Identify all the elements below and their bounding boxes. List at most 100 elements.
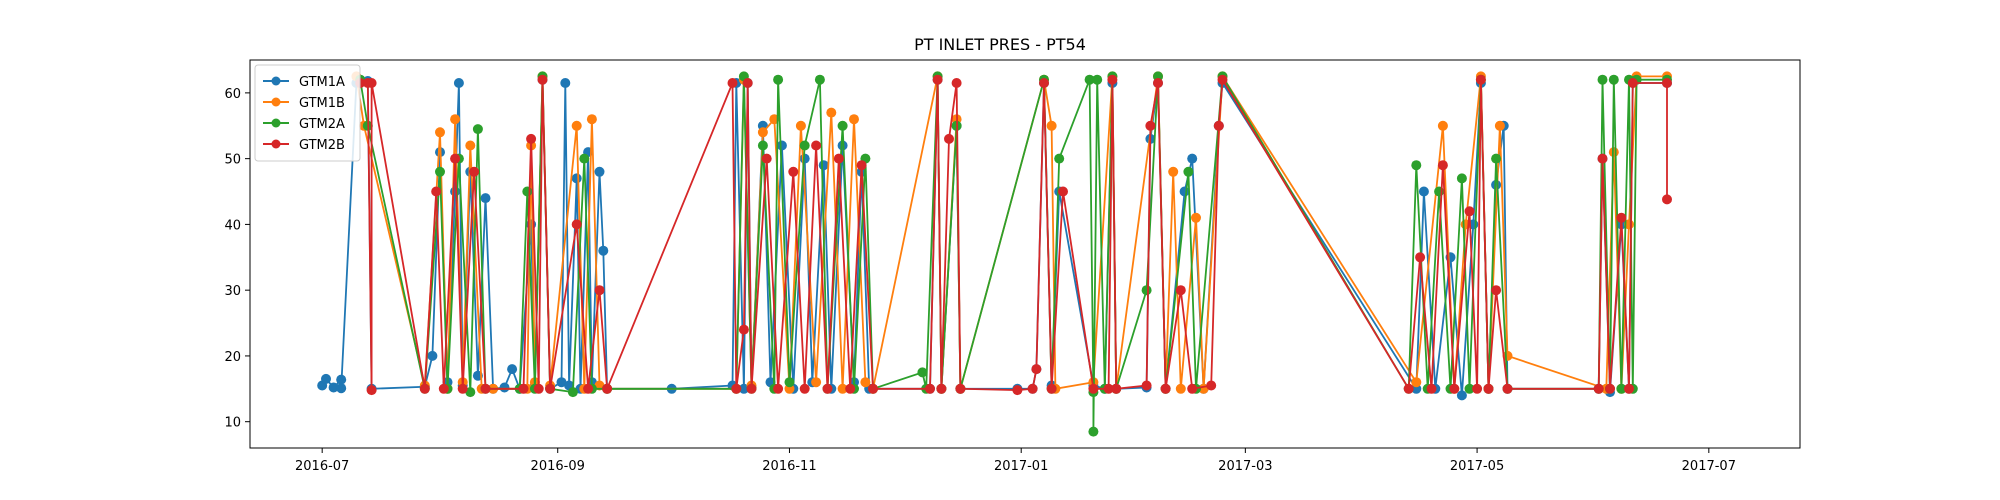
data-point: [321, 373, 331, 384]
y-tick-label: 60: [224, 87, 241, 102]
data-point: [738, 383, 749, 394]
data-point: [366, 385, 377, 396]
data-point: [955, 383, 966, 394]
data-point: [1145, 120, 1156, 131]
data-point: [1418, 186, 1429, 197]
data-point: [336, 383, 347, 394]
data-point: [1039, 78, 1049, 88]
data-point: [856, 160, 867, 171]
x-tick-label: 2017-07: [1682, 459, 1736, 474]
y-axis: 10 20 30 40 50 60: [224, 87, 250, 431]
data-point: [761, 153, 772, 164]
data-point: [1160, 383, 1171, 394]
data-point: [560, 78, 571, 88]
data-point: [1031, 364, 1042, 375]
legend-marker: [271, 97, 281, 107]
y-tick-label: 50: [224, 153, 241, 168]
legend-marker: [271, 76, 281, 86]
data-point: [1464, 383, 1475, 394]
data-point: [507, 364, 518, 375]
data-point: [522, 186, 533, 197]
data-point: [1627, 78, 1638, 88]
data-point: [336, 374, 347, 385]
x-tick-label: 2017-03: [1218, 459, 1272, 474]
data-point: [917, 367, 928, 378]
data-point: [1088, 426, 1099, 437]
data-point: [826, 107, 837, 118]
data-point: [518, 383, 529, 394]
data-point: [1491, 285, 1502, 296]
data-point: [1027, 383, 1038, 394]
legend-box: [254, 64, 361, 162]
series-line-gtm1b: [355, 73, 1667, 391]
data-point: [579, 153, 590, 164]
data-point: [499, 382, 510, 393]
data-point: [1153, 78, 1163, 88]
data-point: [1217, 74, 1228, 85]
data-point: [731, 383, 742, 394]
data-point: [1187, 153, 1198, 164]
data-point: [366, 78, 377, 88]
data-point: [818, 160, 829, 171]
data-point: [738, 324, 749, 335]
series-gtm2b: [355, 74, 1672, 396]
data-point: [936, 383, 947, 394]
data-point: [1662, 194, 1672, 205]
data-point: [1183, 166, 1194, 177]
data-point: [1456, 390, 1467, 401]
y-tick-label: 30: [224, 284, 241, 299]
legend-label: GTM1A: [299, 75, 345, 90]
data-point: [1593, 383, 1604, 394]
data-point: [1088, 383, 1099, 394]
legend-label: GTM2B: [299, 138, 345, 153]
x-tick-label: 2016-11: [762, 459, 816, 474]
data-point: [1084, 74, 1095, 85]
data-point: [811, 140, 822, 151]
data-point: [1103, 383, 1114, 394]
data-point: [1483, 383, 1494, 394]
data-point: [1456, 173, 1467, 184]
data-point: [1175, 383, 1186, 394]
data-point: [1597, 74, 1608, 85]
data-point: [799, 383, 810, 394]
data-point: [814, 74, 825, 85]
data-point: [742, 78, 753, 88]
data-point: [746, 383, 757, 394]
data-point: [1475, 74, 1486, 85]
data-point: [594, 166, 605, 177]
data-point: [860, 377, 871, 388]
x-tick-label: 2017-01: [994, 459, 1048, 474]
axes-frame: [249, 59, 1801, 449]
data-point: [833, 153, 844, 164]
data-point: [795, 120, 806, 131]
data-point: [837, 120, 848, 131]
data-point: [951, 78, 962, 88]
data-point: [427, 350, 438, 361]
data-point: [1624, 383, 1634, 394]
data-point: [757, 140, 768, 151]
data-point: [1403, 383, 1414, 394]
data-point: [571, 173, 582, 184]
data-point: [533, 383, 544, 394]
data-point: [583, 383, 594, 394]
data-point: [811, 377, 822, 388]
data-point: [1046, 383, 1057, 394]
data-point: [1187, 383, 1198, 394]
data-point: [1191, 212, 1201, 223]
data-point: [1054, 153, 1065, 164]
data-point: [435, 166, 445, 177]
data-point: [1141, 380, 1152, 391]
data-point: [845, 383, 856, 394]
data-point: [788, 166, 799, 177]
chart-title: PT INLET PRES - PT54: [914, 35, 1086, 54]
data-point: [450, 186, 461, 197]
data-point: [773, 383, 784, 394]
y-tick-label: 10: [224, 416, 241, 431]
data-point: [556, 377, 567, 388]
data-point: [594, 285, 605, 296]
data-point: [1437, 120, 1448, 131]
data-point: [727, 78, 738, 88]
data-point: [571, 120, 582, 131]
legend-label: GTM1B: [299, 96, 345, 111]
data-point: [1449, 383, 1460, 394]
